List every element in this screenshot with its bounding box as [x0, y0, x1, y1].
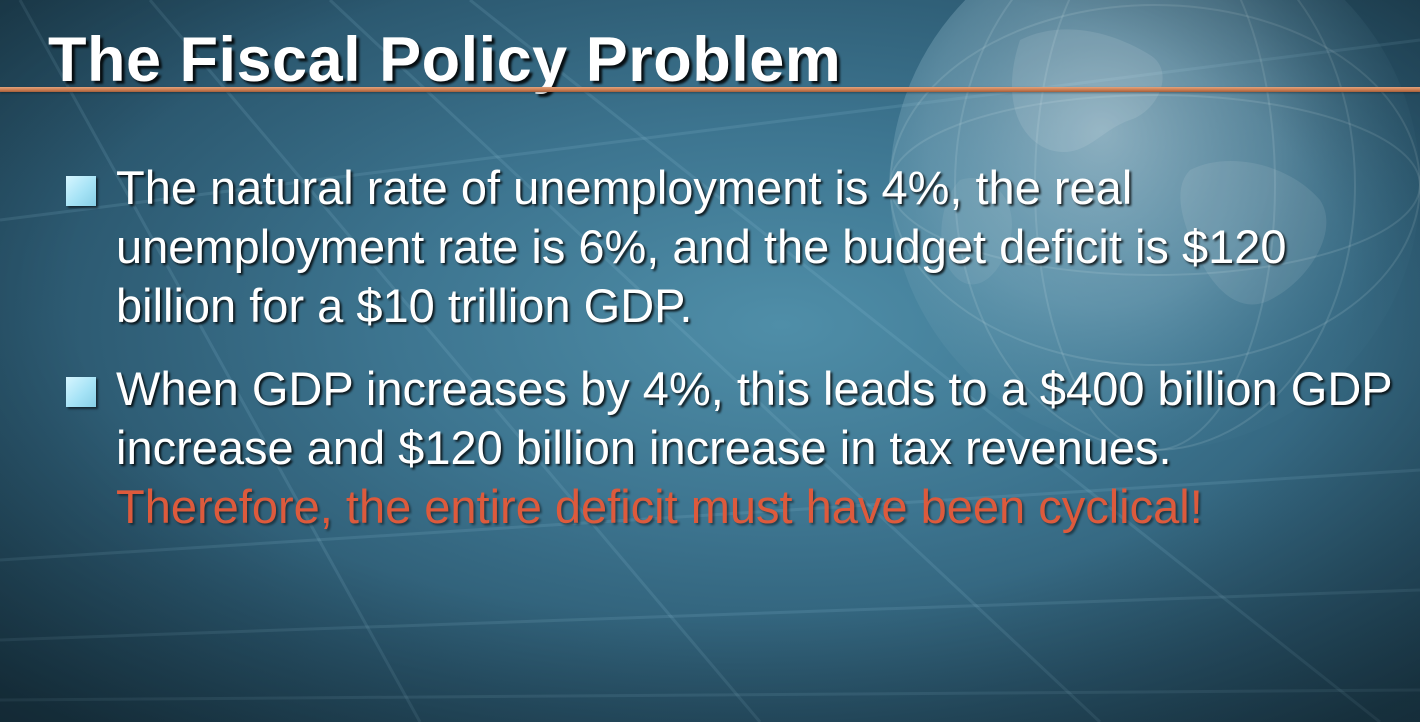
bullet-item-1: The natural rate of unemployment is 4%, …	[66, 158, 1396, 335]
square-bullet-icon	[66, 377, 96, 407]
bullet-highlight-2: Therefore, the entire deficit must have …	[116, 480, 1203, 533]
bullet-text-1: The natural rate of unemployment is 4%, …	[116, 161, 1287, 332]
square-bullet-icon	[66, 176, 96, 206]
title-divider	[0, 87, 1420, 92]
bullet-item-2: When GDP increases by 4%, this leads to …	[66, 359, 1396, 536]
slide-title: The Fiscal Policy Problem	[48, 25, 842, 95]
bullet-list: The natural rate of unemployment is 4%, …	[66, 158, 1396, 560]
bullet-text-2: When GDP increases by 4%, this leads to …	[116, 362, 1392, 474]
